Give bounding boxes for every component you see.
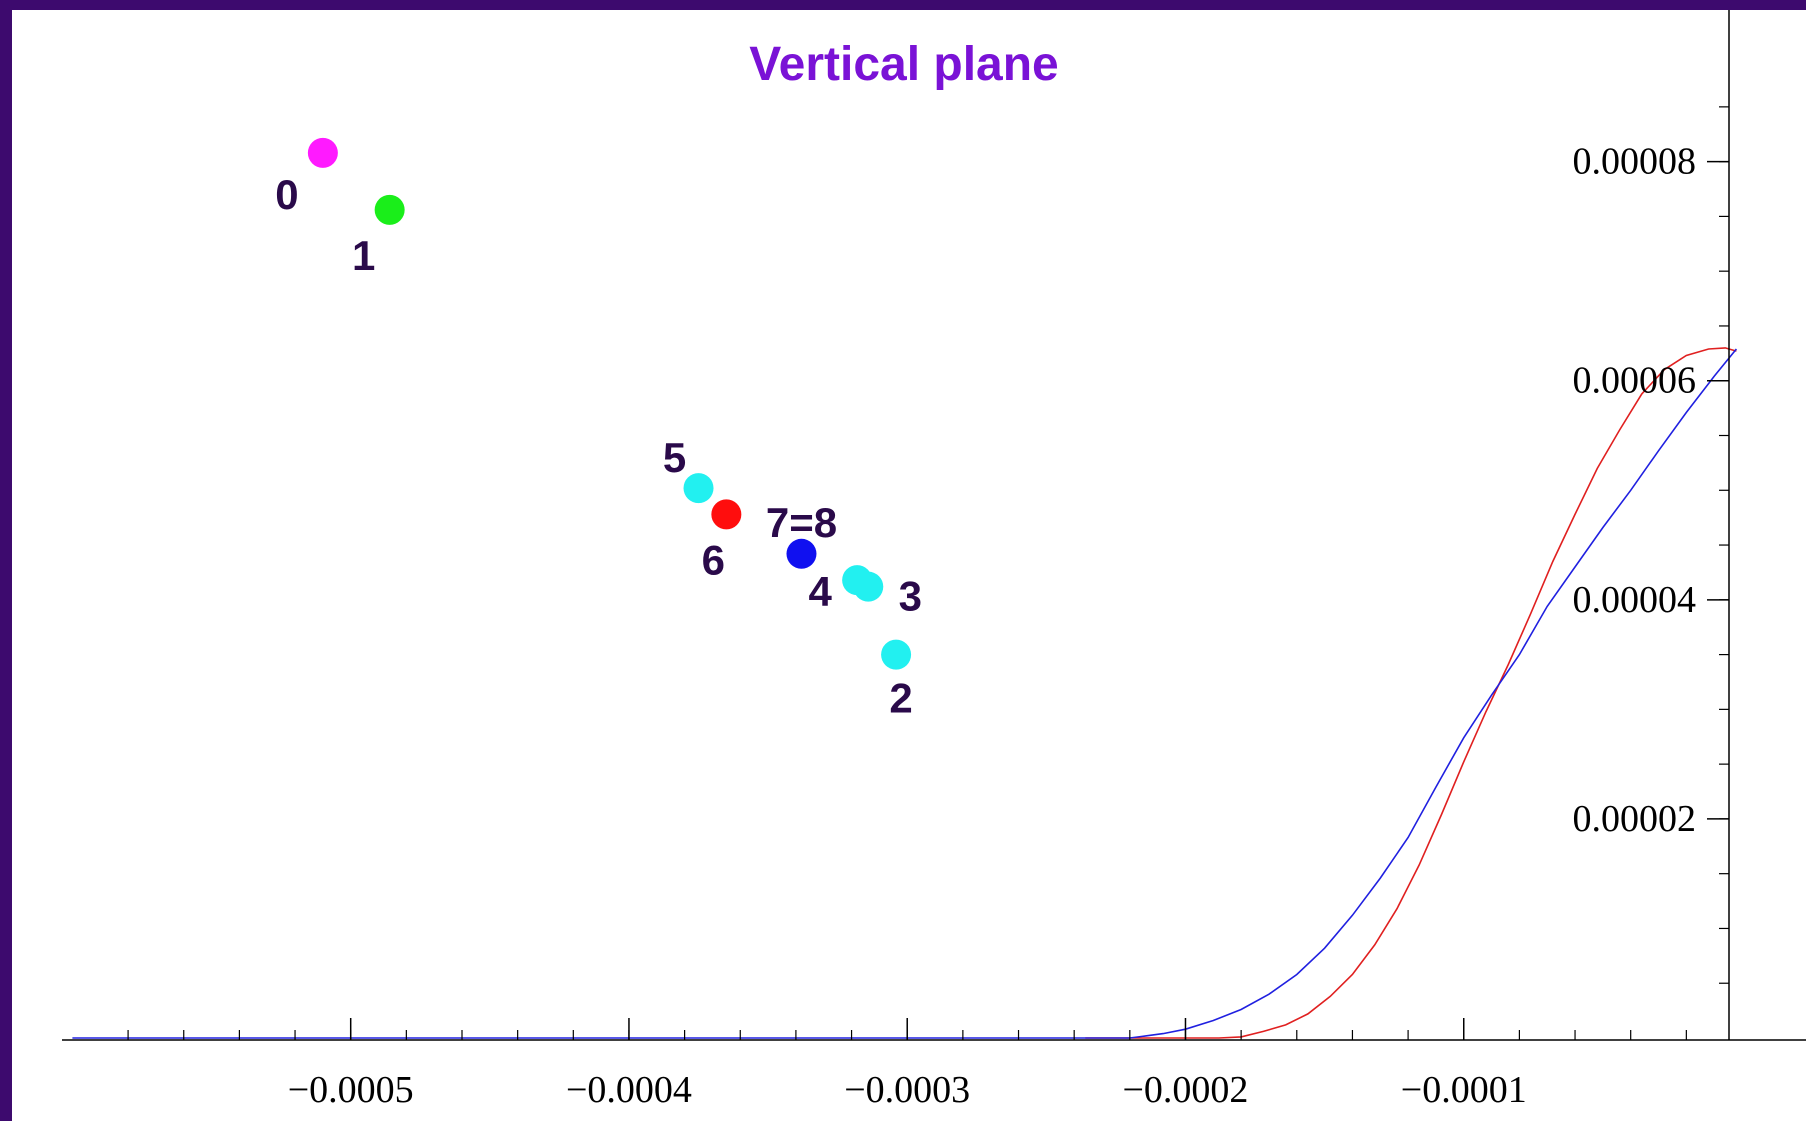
x-tick-label: −0.0003 <box>844 1069 970 1111</box>
y-tick-label: 0.00006 <box>1573 360 1697 402</box>
point-label-5: 5 <box>663 434 686 481</box>
series-line-0 <box>1085 347 1737 1039</box>
data-point-2 <box>881 639 912 670</box>
data-point-5 <box>683 473 714 504</box>
point-label-2: 2 <box>889 675 912 722</box>
y-tick-label: 0.00004 <box>1573 579 1697 621</box>
point-label-0: 0 <box>275 171 298 218</box>
point-label-4: 4 <box>808 568 832 615</box>
x-tick-label: −0.0004 <box>566 1069 692 1111</box>
series-line-1 <box>72 348 1738 1039</box>
y-tick-label: 0.00002 <box>1573 798 1697 840</box>
x-tick-label: −0.0001 <box>1401 1069 1527 1111</box>
axes-layer: −0.0005 −0.0004 −0.0003 −0.0002 −0.0001 0.000… <box>62 10 1806 1111</box>
chart-frame: Vertical plane −0.0005 −0.0004 −0.0003 −0.0… <box>12 10 1806 1121</box>
y-tick-label: 0.00008 <box>1573 141 1697 183</box>
x-tick-label: −0.0005 <box>288 1069 414 1111</box>
scatter-chart: Vertical plane −0.0005 −0.0004 −0.0003 −0.0… <box>62 10 1806 1111</box>
series-layer <box>72 347 1738 1039</box>
data-point-6 <box>711 499 742 530</box>
data-point-0 <box>307 137 338 168</box>
data-point-4 <box>842 565 873 596</box>
data-point-7=8 <box>786 538 817 569</box>
chart-title: Vertical plane <box>749 38 1059 91</box>
point-label-3: 3 <box>899 573 922 620</box>
points-layer: 0 1 2 3 4 5 6 7=8 <box>275 137 922 722</box>
point-label-6: 6 <box>702 536 725 583</box>
point-label-1: 1 <box>352 232 375 279</box>
data-point-1 <box>374 194 405 225</box>
point-label-7=8: 7=8 <box>766 499 837 546</box>
x-tick-label: −0.0002 <box>1123 1069 1249 1111</box>
